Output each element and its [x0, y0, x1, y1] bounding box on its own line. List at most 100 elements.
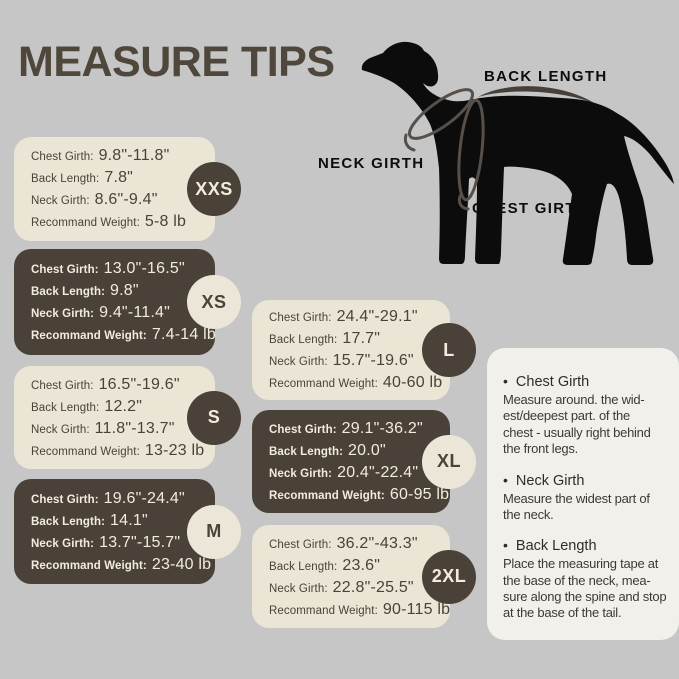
field-label: Back Length:	[269, 334, 338, 346]
neck-value: 9.4"-11.4"	[99, 304, 170, 321]
chest-value: 16.5"-19.6"	[98, 375, 180, 393]
chest-value: 13.0"-16.5"	[103, 260, 185, 277]
field-label: Recommand Weight:	[269, 378, 378, 390]
neck-value: 8.6"-9.4"	[94, 191, 158, 208]
tip-body: Measure around. the wid- est/deepest par…	[503, 392, 651, 457]
field-label: Recommand Weight:	[31, 217, 140, 229]
weight-row: Recommand Weight: 90-115 lb	[269, 601, 450, 619]
field-label: Back Length:	[31, 173, 100, 185]
neck-value: 20.4"-22.4"	[337, 463, 419, 481]
tip-chest-girth: • Chest Girth Measure around. the wid- es…	[503, 373, 675, 458]
tip-neck-girth: • Neck Girth Measure the widest part of t…	[503, 472, 675, 524]
back-length-row: Back Length: 23.6"	[269, 557, 442, 575]
field-label: Chest Girth:	[269, 423, 337, 436]
field-label: Chest Girth:	[31, 493, 99, 506]
chest-girth-row: Chest Girth: 13.0"-16.5"	[31, 260, 207, 278]
field-label: Recommand Weight:	[269, 489, 385, 502]
dog-diagram	[356, 36, 679, 276]
neck-value: 15.7"-19.6"	[332, 352, 414, 369]
weight-value: 7.4-14 lb	[151, 326, 216, 343]
chest-girth-row: Chest Girth: 19.6"-24.4"	[31, 490, 207, 508]
field-label: Neck Girth:	[31, 308, 95, 320]
tip-title: Neck Girth	[515, 472, 585, 489]
back-length-row: Back Length: 9.8"	[31, 282, 207, 300]
field-label: Chest Girth:	[31, 151, 94, 163]
tip-body: Measure the widest part of the neck.	[503, 490, 650, 522]
neck-girth-tape	[407, 88, 475, 140]
back-value: 20.0"	[348, 441, 386, 459]
size-badge-m: M	[187, 504, 241, 559]
tip-heading: • Chest Girth	[503, 373, 675, 390]
back-value: 14.1"	[110, 511, 148, 529]
field-label: Back Length:	[31, 515, 106, 528]
back-length-row: Back Length: 7.8"	[31, 169, 207, 187]
back-length-row: Back Length: 20.0"	[269, 442, 442, 460]
size-card-xxs: Chest Girth: 9.8"-11.8" Back Length: 7.8" …	[14, 137, 241, 241]
field-label: Recommand Weight:	[269, 604, 378, 617]
neck-girth-row: Neck Girth: 22.8"-25.5"	[269, 579, 442, 597]
chest-value: 9.8"-11.8"	[98, 147, 170, 164]
chest-girth-tape	[457, 98, 485, 202]
field-label: Chest Girth:	[31, 379, 94, 392]
size-card-2xl: Chest Girth: 36.2"-43.3" Back Length: 23.6…	[252, 525, 476, 628]
chest-girth-row: Chest Girth: 9.8"-11.8"	[31, 147, 207, 165]
tip-back-length: • Back Length Place the measuring tape at…	[503, 537, 675, 622]
neck-girth-row: Neck Girth: 20.4"-22.4"	[269, 464, 442, 482]
weight-value: 60-95 lb	[389, 485, 450, 503]
neck-girth-label: NECK GIRTH	[318, 155, 425, 172]
field-label: Back Length:	[31, 401, 100, 414]
dog-silhouette-icon	[361, 41, 674, 265]
tip-title: Chest Girth	[515, 374, 590, 390]
weight-row: Recommand Weight: 7.4-14 lb	[31, 326, 216, 344]
field-label: Recommand Weight:	[31, 559, 147, 572]
field-label: Chest Girth:	[31, 264, 99, 276]
field-label: Chest Girth:	[269, 538, 332, 551]
weight-row: Recommand Weight: 5-8 lb	[31, 213, 207, 231]
field-label: Neck Girth:	[269, 582, 328, 595]
size-badge-2xl: 2XL	[422, 549, 476, 604]
dog-body-shape	[361, 41, 674, 265]
neck-girth-row: Neck Girth: 8.6"-9.4"	[31, 191, 207, 209]
neck-girth-row: Neck Girth: 13.7"-15.7"	[31, 534, 207, 552]
back-length-row: Back Length: 17.7"	[269, 330, 442, 348]
back-length-label: BACK LENGTH	[484, 68, 608, 85]
size-card-xs: Chest Girth: 13.0"-16.5" Back Length: 9.8"…	[14, 249, 241, 355]
field-label: Back Length:	[269, 445, 344, 458]
weight-value: 23-40 lb	[151, 555, 212, 573]
field-label: Chest Girth:	[269, 312, 332, 324]
weight-row: Recommand Weight: 23-40 lb	[31, 556, 211, 574]
back-value: 7.8"	[104, 169, 134, 186]
field-label: Neck Girth:	[31, 195, 90, 207]
neck-value: 13.7"-15.7"	[99, 533, 181, 551]
weight-value: 5-8 lb	[144, 213, 187, 230]
weight-value: 90-115 lb	[382, 600, 451, 618]
field-label: Back Length:	[31, 286, 106, 298]
back-value: 9.8"	[110, 282, 139, 299]
tip-heading: • Back Length	[503, 537, 675, 554]
chest-tape-end	[457, 194, 470, 211]
back-length-curve	[478, 86, 596, 104]
size-badge-s: S	[187, 390, 241, 445]
neck-value: 11.8"-13.7"	[94, 419, 175, 437]
back-value: 23.6"	[342, 556, 381, 574]
field-label: Neck Girth:	[269, 356, 328, 368]
chest-value: 19.6"-24.4"	[103, 489, 185, 507]
weight-value: 40-60 lb	[382, 374, 443, 391]
bullet-icon: •	[503, 537, 508, 554]
size-badge-xl: XL	[422, 434, 476, 489]
chest-value: 24.4"-29.1"	[336, 308, 418, 325]
weight-row: Recommand Weight: 13-23 lb	[31, 442, 207, 460]
field-label: Neck Girth:	[31, 423, 90, 436]
bullet-icon: •	[503, 373, 508, 389]
field-label: Recommand Weight:	[31, 445, 140, 458]
chest-girth-label: CHEST GIRTH	[472, 200, 588, 217]
back-length-row: Back Length: 12.2"	[31, 398, 207, 416]
page-title: MEASURE TIPS	[18, 38, 335, 86]
field-label: Neck Girth:	[31, 537, 95, 550]
field-label: Recommand Weight:	[31, 330, 147, 342]
field-label: Back Length:	[269, 560, 338, 573]
neck-value: 22.8"-25.5"	[332, 578, 414, 596]
size-card-l: Chest Girth: 24.4"-29.1" Back Length: 17.7…	[252, 300, 476, 400]
size-card-m: Chest Girth: 19.6"-24.4" Back Length: 14.1…	[14, 479, 241, 584]
